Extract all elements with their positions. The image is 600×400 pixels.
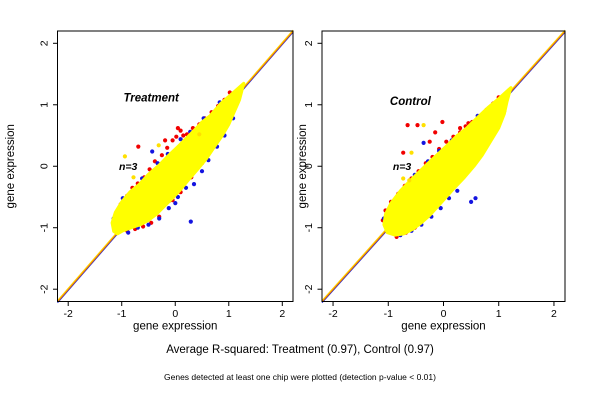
y-tick-label: -2: [303, 284, 315, 293]
blue-chip-point: [178, 137, 183, 142]
x-tick-label: 1: [226, 308, 232, 320]
panel-control: -2 -1 0 1 2 -2 -1 0 1 2 gene expression gene expres…: [297, 29, 566, 333]
x-tick-label: -1: [384, 308, 393, 320]
x-tick-label: 0: [172, 308, 178, 320]
blue-chip-point: [191, 182, 197, 187]
y-tick-label: 1: [39, 102, 51, 108]
y-tick-label: 1: [303, 102, 315, 108]
x-axis-label: gene expression: [133, 321, 217, 333]
blue-chip-point: [188, 219, 193, 224]
yellow-chip-point: [409, 150, 414, 155]
red-chip-point: [163, 138, 168, 143]
red-chip-point: [165, 145, 170, 150]
x-axis-label: gene expression: [401, 321, 485, 333]
yellow-chip-point: [156, 143, 161, 148]
blue-chip-point: [421, 140, 426, 145]
blue-chip-point: [166, 206, 171, 211]
red-chip-point: [440, 119, 445, 125]
gene-expression-scatter-panels: -2 -1 0 1 2 -2 -1 0 1 2 gene expression gene expres…: [5, 29, 566, 333]
red-chip-point: [405, 123, 410, 128]
blue-chip-point: [455, 188, 460, 193]
caption-average-r-squared: Average R-squared: Treatment (0.97), Con…: [166, 344, 434, 356]
blue-chip-point: [175, 194, 180, 200]
red-chip-point: [444, 139, 449, 144]
x-tick-label: -2: [64, 308, 73, 320]
red-chip-point: [170, 138, 175, 143]
blue-chip-point: [473, 196, 478, 201]
blue-chip-point: [150, 149, 155, 154]
yellow-chip-point: [421, 123, 426, 128]
red-chip-point: [174, 134, 179, 139]
red-chip-point: [427, 139, 432, 144]
y-tick-label: -2: [39, 284, 51, 293]
y-axis-label: gene expression: [297, 124, 309, 208]
x-tick-label: 2: [551, 308, 557, 320]
y-tick-label: 0: [39, 163, 51, 169]
n-annotation: n=3: [119, 161, 138, 173]
blue-chip-point: [173, 201, 178, 206]
x-tick-label: -2: [328, 308, 337, 320]
n-annotation: n=3: [393, 161, 412, 173]
red-chip-point: [433, 130, 438, 135]
blue-chip-point: [157, 216, 162, 221]
yellow-chip-point: [197, 132, 202, 137]
yellow-chip-point: [407, 178, 412, 183]
dense-cloud: [382, 86, 513, 237]
red-chip-point: [175, 126, 180, 131]
x-tick-label: 1: [496, 308, 502, 320]
y-tick-label: 2: [39, 40, 51, 46]
yellow-chip-point: [401, 176, 406, 181]
red-chip-point: [159, 153, 164, 158]
panel-treatment: -2 -1 0 1 2 -2 -1 0 1 2 gene expression gene expres…: [5, 29, 294, 333]
y-tick-label: -1: [303, 223, 315, 232]
panel-title: Control: [390, 96, 432, 108]
red-chip-point: [178, 128, 183, 133]
caption-detection-note: Genes detected at least one chip were pl…: [164, 372, 436, 382]
x-tick-label: -1: [117, 308, 126, 320]
red-chip-point: [401, 150, 406, 155]
blue-chip-point: [146, 222, 151, 227]
y-tick-label: 2: [303, 40, 315, 46]
x-tick-label: 2: [279, 308, 285, 320]
red-chip-point: [458, 126, 463, 131]
blue-chip-point: [469, 199, 474, 204]
red-chip-point: [136, 144, 141, 149]
panel-title: Treatment: [123, 93, 180, 105]
y-tick-label: 0: [303, 163, 315, 169]
dense-cloud: [110, 81, 246, 236]
y-axis-label: gene expression: [5, 124, 17, 208]
blue-chip-point: [183, 185, 189, 190]
blue-chip-point: [199, 169, 205, 174]
yellow-chip-point: [131, 175, 136, 180]
red-chip-point: [415, 123, 420, 128]
x-tick-label: 0: [441, 308, 447, 320]
y-tick-label: -1: [39, 223, 51, 232]
blue-chip-point: [438, 206, 443, 211]
red-chip-point: [181, 133, 186, 138]
yellow-chip-point: [122, 154, 127, 159]
red-chip-point: [147, 167, 152, 172]
blue-chip-point: [126, 230, 131, 235]
